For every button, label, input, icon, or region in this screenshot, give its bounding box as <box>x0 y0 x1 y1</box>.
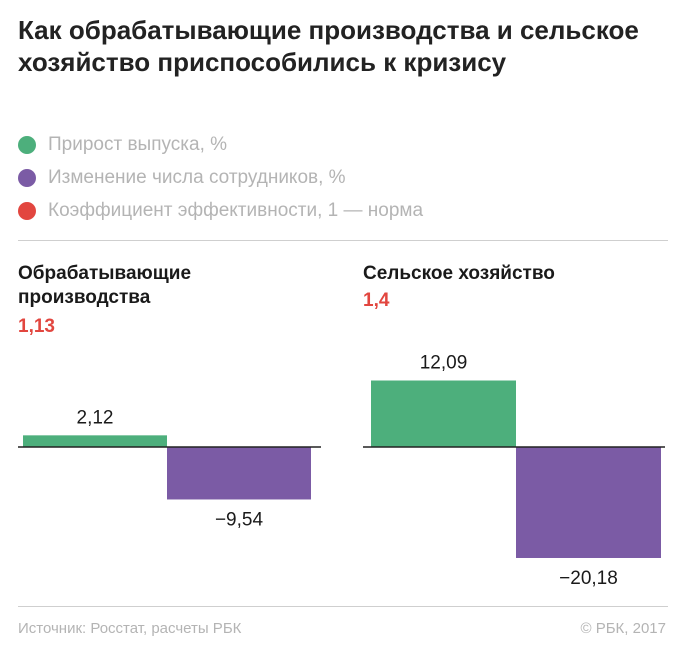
data-label-manufacturing-1: −9,54 <box>215 509 264 530</box>
bar-agriculture-employees <box>516 447 661 558</box>
panel-title-manufacturing: Обрабатывающие производства <box>18 263 192 308</box>
legend-dot-efficiency <box>18 201 36 220</box>
panel-title-agriculture: Сельское хозяйство <box>363 263 555 284</box>
legend-label-output: Прирост выпуска, % <box>48 133 228 155</box>
legend-label-employees: Изменение числа сотрудников, % <box>48 166 346 188</box>
coefficient-agriculture: 1,4 <box>363 290 390 311</box>
coefficient-manufacturing: 1,13 <box>18 316 55 337</box>
legend: Прирост выпуска, % Изменение числа сотру… <box>18 128 423 227</box>
legend-label-efficiency: Коэффициент эффективности, 1 — норма <box>48 199 424 221</box>
legend-dot-output <box>18 135 36 154</box>
data-label-manufacturing-0: 2,12 <box>77 407 114 428</box>
legend-item-output: Прирост выпуска, % <box>18 128 423 161</box>
bar-agriculture-output <box>371 380 516 447</box>
legend-dot-employees <box>18 168 36 187</box>
bottom-divider <box>18 606 668 607</box>
data-label-agriculture-0: 12,09 <box>420 353 468 374</box>
data-label-agriculture-1: −20,18 <box>559 568 618 589</box>
top-divider <box>18 240 668 241</box>
copyright: © РБК, 2017 <box>580 620 666 637</box>
legend-item-employees: Изменение числа сотрудников, % <box>18 161 423 194</box>
chart-title: Как обрабатывающие производства и сельск… <box>18 15 639 77</box>
legend-item-efficiency: Коэффициент эффективности, 1 — норма <box>18 194 423 227</box>
bar-manufacturing-employees <box>167 447 311 500</box>
source-note: Источник: Росстат, расчеты РБК <box>18 620 242 637</box>
bar-manufacturing-output <box>23 435 167 447</box>
